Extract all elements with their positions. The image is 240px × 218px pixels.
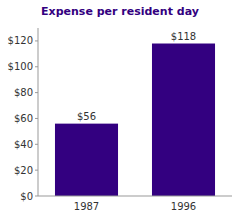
tick-label: $20: [14, 165, 33, 176]
tick-label: $80: [14, 87, 33, 98]
bar: [152, 44, 215, 196]
data-label: $56: [77, 111, 96, 122]
title: Expense per resident day: [41, 5, 199, 18]
data-label: $118: [171, 31, 196, 42]
chart: Expense per resident day $0 $20 $40 $60 $80 $1…: [0, 0, 240, 218]
tick-label: $120: [8, 35, 33, 46]
bars: [55, 44, 215, 196]
tick-label: $60: [14, 113, 33, 124]
chart-container: Expense per resident day $0 $20 $40 $60 $80 $1…: [0, 0, 240, 218]
category-label: 1996: [171, 201, 196, 212]
tick-label: $100: [8, 61, 33, 72]
y-axis-line: [38, 28, 39, 196]
tick-label: $0: [20, 191, 33, 202]
tick-label: $40: [14, 139, 33, 150]
x-axis-line: [38, 196, 232, 197]
category-label: 1987: [74, 201, 99, 212]
bar: [55, 124, 118, 196]
